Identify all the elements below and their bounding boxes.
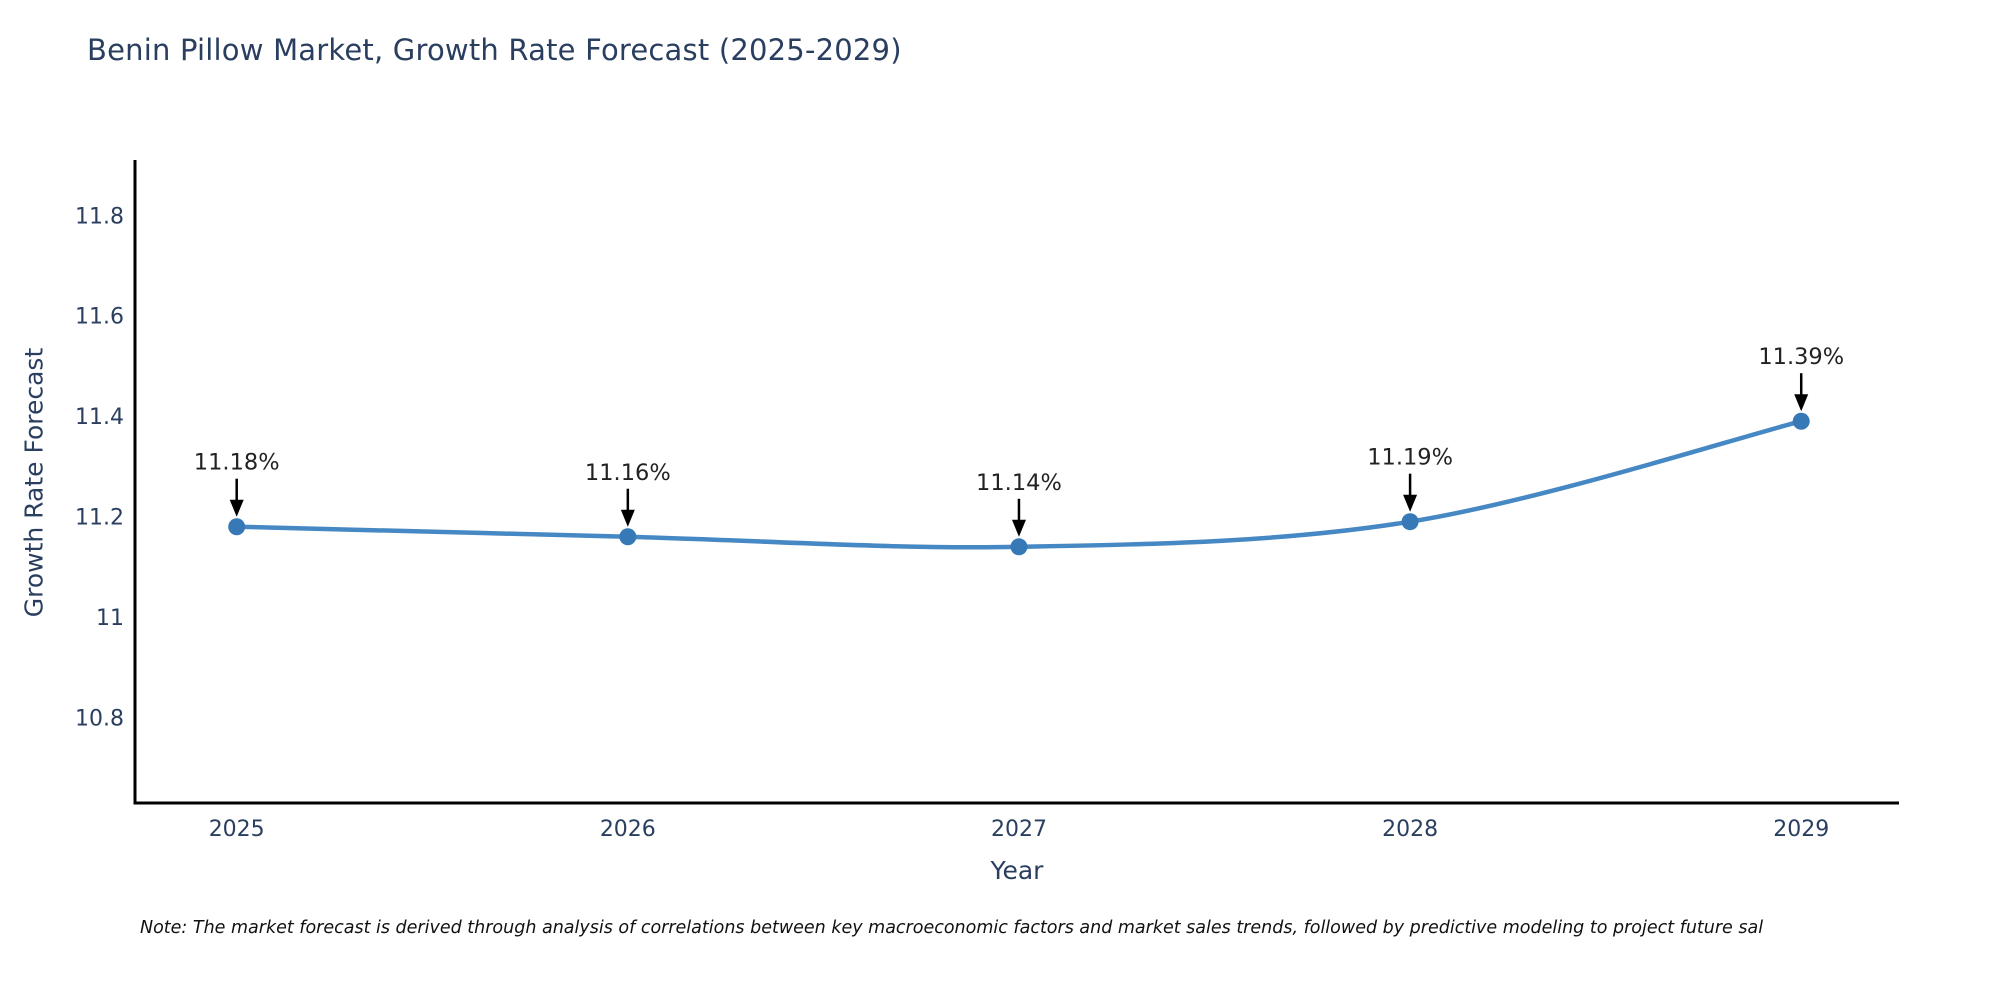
data-point-marker <box>1792 412 1810 430</box>
x-tick-label: 2025 <box>209 817 265 842</box>
data-point-label: 11.19% <box>1367 445 1453 471</box>
data-point-label: 11.18% <box>194 450 280 476</box>
x-tick-label: 2028 <box>1382 817 1438 842</box>
x-tick-label: 2026 <box>600 817 656 842</box>
y-tick-label: 11.2 <box>75 506 124 531</box>
x-tick-label: 2029 <box>1773 817 1829 842</box>
annotation-arrow-head <box>1794 394 1809 412</box>
y-tick-label: 11.4 <box>75 405 124 430</box>
x-tick-label: 2027 <box>991 817 1047 842</box>
data-point-label: 11.14% <box>976 470 1062 496</box>
data-point-marker <box>1401 513 1419 531</box>
data-point-label: 11.16% <box>585 460 671 486</box>
footnote: Note: The market forecast is derived thr… <box>140 918 1764 938</box>
data-point-marker <box>228 518 246 536</box>
y-axis-title: Growth Rate Forecast <box>19 347 49 618</box>
y-tick-label: 11.8 <box>75 204 124 229</box>
chart-title: Benin Pillow Market, Growth Rate Forecas… <box>87 33 902 67</box>
x-axis-title: Year <box>990 856 1044 885</box>
y-tick-label: 11.6 <box>75 305 124 330</box>
annotation-arrow-head <box>1011 519 1026 537</box>
data-point-marker <box>1010 538 1028 556</box>
data-point-label: 11.39% <box>1758 344 1844 370</box>
annotation-arrow-head <box>229 499 244 517</box>
annotation-arrow-head <box>620 509 635 527</box>
y-tick-label: 11 <box>96 606 124 631</box>
data-point-marker <box>619 528 637 546</box>
annotation-arrow-head <box>1403 494 1418 512</box>
y-tick-label: 10.8 <box>75 707 124 732</box>
